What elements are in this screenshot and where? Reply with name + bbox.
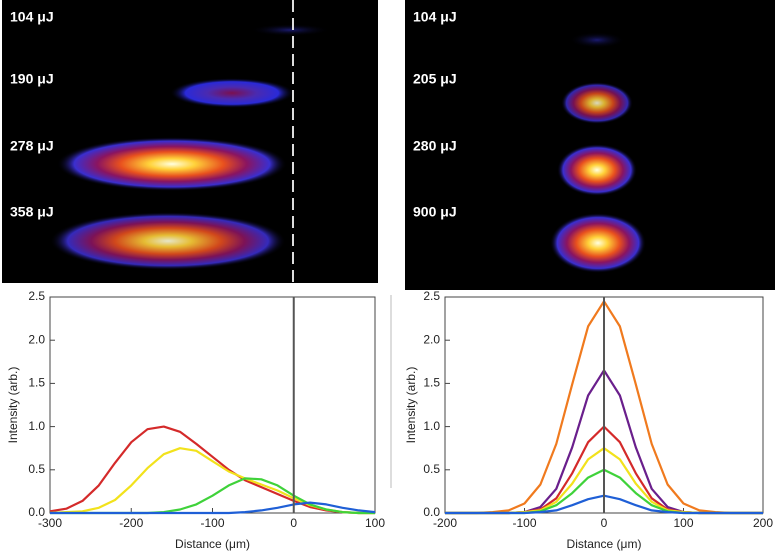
energy-label: 190 μJ bbox=[10, 71, 54, 87]
y-tick-label: 1.5 bbox=[28, 376, 45, 390]
y-tick-label: 2.5 bbox=[423, 289, 440, 303]
energy-label: 278 μJ bbox=[10, 138, 54, 154]
y-tick-label: 0.0 bbox=[423, 505, 440, 519]
x-tick-label: 0 bbox=[290, 516, 297, 530]
x-tick-label: -100 bbox=[512, 516, 536, 530]
beam-spot bbox=[50, 212, 286, 270]
x-axis-label: Distance (μm) bbox=[567, 537, 642, 551]
x-tick-label: -200 bbox=[119, 516, 143, 530]
y-tick-label: 0.0 bbox=[28, 505, 45, 519]
beam-spot bbox=[57, 137, 287, 191]
beam-spot bbox=[250, 24, 330, 36]
line-series bbox=[49, 425, 375, 515]
beam-spot bbox=[550, 213, 646, 273]
y-axis-label: Intensity (arb.) bbox=[404, 367, 418, 444]
y-tick-label: 0.5 bbox=[28, 462, 45, 476]
energy-label: 205 μJ bbox=[413, 71, 457, 87]
x-tick-label: -300 bbox=[38, 516, 62, 530]
x-tick-label: -100 bbox=[200, 516, 224, 530]
beam-spot bbox=[170, 78, 294, 108]
energy-label: 900 μJ bbox=[413, 204, 457, 220]
y-tick-label: 0.5 bbox=[423, 462, 440, 476]
beam-spot bbox=[557, 144, 637, 196]
image-left: 104 μJ 190 μJ 278 μJ 358 μJ bbox=[2, 0, 378, 283]
y-tick-label: 1.0 bbox=[28, 419, 45, 433]
image-right: 104 μJ 205 μJ 280 μJ 900 μJ bbox=[405, 0, 775, 290]
y-axis-label: Intensity (arb.) bbox=[6, 367, 20, 444]
line-series bbox=[50, 501, 376, 515]
y-tick-label: 2.5 bbox=[28, 289, 45, 303]
y-tick-label: 1.5 bbox=[423, 376, 440, 390]
x-tick-label: 100 bbox=[673, 516, 693, 530]
y-tick-label: 1.0 bbox=[423, 419, 440, 433]
energy-label: 104 μJ bbox=[413, 9, 457, 25]
energy-label: 280 μJ bbox=[413, 138, 457, 154]
x-tick-label: 200 bbox=[753, 516, 773, 530]
x-axis-label: Distance (μm) bbox=[175, 537, 250, 551]
plot-frame bbox=[49, 296, 376, 514]
beam-spot bbox=[561, 82, 633, 124]
x-tick-label: 0 bbox=[601, 516, 608, 530]
energy-label: 104 μJ bbox=[10, 9, 54, 25]
x-tick-label: 100 bbox=[365, 516, 385, 530]
energy-label: 358 μJ bbox=[10, 204, 54, 220]
y-tick-label: 2.0 bbox=[28, 332, 45, 346]
y-tick-label: 2.0 bbox=[423, 332, 440, 346]
x-tick-label: -200 bbox=[433, 516, 457, 530]
beam-spot bbox=[569, 32, 625, 48]
